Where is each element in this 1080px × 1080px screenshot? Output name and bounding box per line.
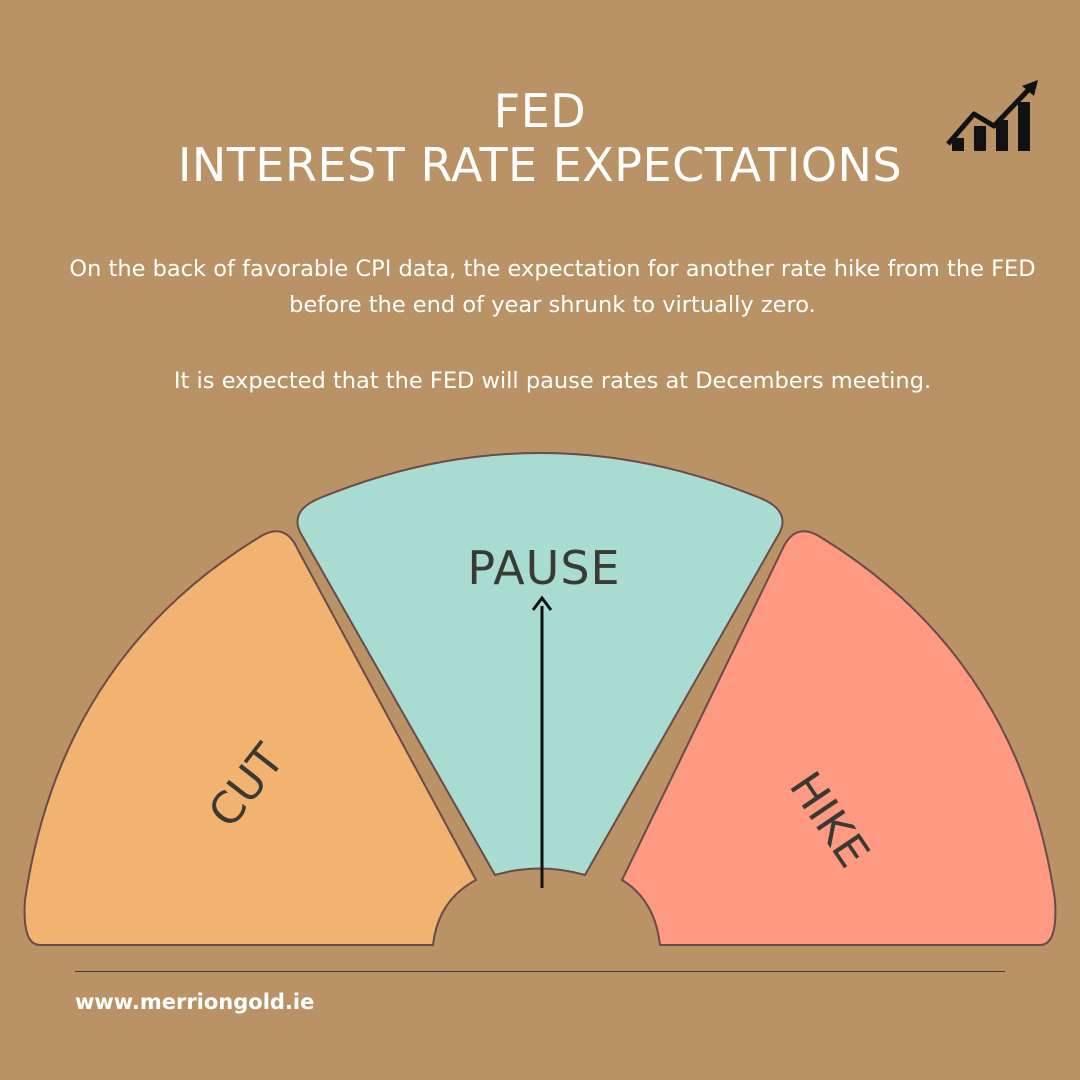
expectation-paragraph: It is expected that the FED will pause r… <box>173 368 932 394</box>
title-line-1: FED <box>493 84 587 138</box>
pointer-arrowhead <box>531 595 553 611</box>
rising-bar-chart-icon <box>946 80 1038 151</box>
footer-divider <box>75 971 1005 972</box>
pause-label: PAUSE <box>467 541 620 595</box>
page-title: FED INTEREST RATE EXPECTATIONS <box>0 84 1080 192</box>
cut-segment <box>23 530 478 946</box>
intro-paragraph: On the back of favorable CPI data, the e… <box>69 256 1036 318</box>
title-line-2: INTEREST RATE EXPECTATIONS <box>177 138 903 192</box>
website-link[interactable]: www.merriongold.ie <box>75 990 315 1014</box>
pause-segment <box>296 452 784 877</box>
hike-segment <box>620 530 1057 946</box>
